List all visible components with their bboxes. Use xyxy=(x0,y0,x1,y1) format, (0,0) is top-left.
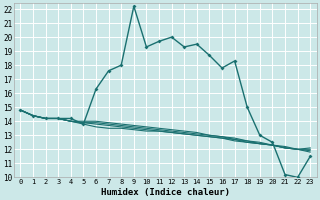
X-axis label: Humidex (Indice chaleur): Humidex (Indice chaleur) xyxy=(101,188,230,197)
